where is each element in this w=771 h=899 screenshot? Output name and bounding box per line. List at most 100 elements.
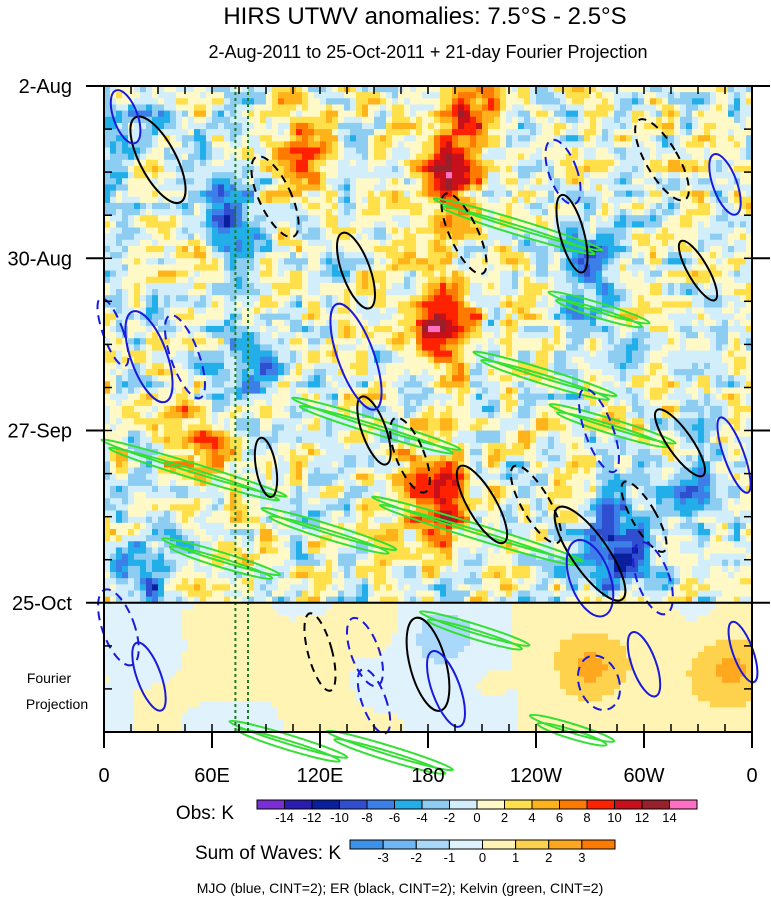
- x-tick-label: 60W: [623, 765, 664, 787]
- colorbar-swatch: [449, 799, 478, 810]
- colorbar-level-label: -3: [377, 850, 389, 865]
- mjo-contour: [109, 89, 142, 145]
- kelvin-contour: [291, 396, 462, 451]
- x-tick-label: 0: [746, 765, 757, 787]
- er-contour: [455, 464, 509, 545]
- colorbar-level-label: 0: [473, 810, 480, 825]
- y-tick-label: 25-Oct: [12, 593, 72, 615]
- mjo-contour: [124, 310, 174, 404]
- colorbar-level-label: 4: [528, 810, 535, 825]
- kelvin-contour: [547, 290, 651, 325]
- mjo-contour: [708, 153, 742, 216]
- wave-legend-note: MJO (blue, CINT=2); ER (black, CINT=2); …: [197, 880, 604, 896]
- colorbar-swatch: [339, 799, 368, 810]
- obs-colorbar-label: Obs: K: [176, 803, 234, 824]
- colorbar-level-label: -1: [444, 850, 456, 865]
- colorbar-swatch: [349, 839, 384, 850]
- mjo-contour: [578, 387, 620, 474]
- mjo-contour: [565, 538, 615, 618]
- fourier-projection-label-line1: Fourier: [27, 670, 72, 686]
- er-contour: [336, 231, 376, 310]
- mjo-contour: [544, 138, 582, 206]
- plot-area: [86, 85, 770, 775]
- colorbar-level-label: 3: [578, 850, 585, 865]
- kelvin-contour: [228, 719, 349, 759]
- colorbar-level-label: 8: [583, 810, 590, 825]
- mjo-contour: [329, 302, 383, 411]
- colorbar-swatch: [476, 799, 505, 810]
- x-tick-label: 120W: [510, 765, 562, 787]
- colorbar-level-label: 2: [545, 850, 552, 865]
- kelvin-contour: [298, 405, 454, 455]
- colorbar-swatch: [256, 799, 285, 810]
- mjo-contour: [164, 314, 206, 400]
- anomaly-shading: [104, 86, 753, 733]
- kelvin-contour: [555, 298, 643, 329]
- colorbar-level-label: 1: [512, 850, 519, 865]
- er-contour: [250, 155, 300, 239]
- mjo-contour: [345, 616, 385, 688]
- kelvin-contour: [168, 545, 274, 580]
- chart-subtitle: 2-Aug-2011 to 25-Oct-2011 + 21-day Fouri…: [208, 42, 647, 62]
- er-contour: [555, 193, 589, 274]
- mjo-contour: [576, 654, 622, 711]
- kelvin-contour: [472, 350, 618, 398]
- mjo-contour: [356, 667, 392, 735]
- colorbar-swatch: [669, 799, 698, 810]
- kelvin-contour: [419, 610, 531, 647]
- colorbar-swatch: [504, 799, 533, 810]
- er-contour: [620, 480, 668, 553]
- mjo-contour: [426, 650, 466, 728]
- colorbar-swatch: [531, 799, 560, 810]
- colorbar-swatch: [586, 799, 615, 810]
- er-contour: [129, 115, 187, 205]
- colorbar-swatch: [614, 799, 643, 810]
- mjo-contour: [626, 631, 662, 698]
- colorbar-swatch: [366, 799, 395, 810]
- chart-title: HIRS UTWV anomalies: 7.5°S - 2.5°S: [223, 3, 626, 30]
- colorbar-level-label: 0: [479, 850, 486, 865]
- y-tick-label: 27-Sep: [8, 421, 73, 443]
- colorbar-level-label: -4: [416, 810, 428, 825]
- kelvin-contour: [268, 515, 390, 555]
- x-tick-label: 0: [98, 765, 109, 787]
- kelvin-contour: [480, 358, 610, 401]
- er-contour: [253, 436, 279, 498]
- fourier-projection-label-line2: Projection: [26, 696, 88, 712]
- kelvin-contour: [333, 738, 447, 775]
- kelvin-contour: [432, 197, 604, 252]
- colorbar-swatch: [515, 839, 550, 850]
- kelvin-contour: [100, 438, 288, 498]
- mjo-contour: [131, 641, 167, 712]
- kelvin-contour: [108, 446, 280, 502]
- colorbar-level-label: -2: [411, 850, 423, 865]
- colorbar-level-label: 10: [607, 810, 621, 825]
- y-tick-label: 30-Aug: [8, 248, 73, 270]
- mjo-contour: [632, 541, 674, 616]
- colorbar-level-label: -6: [389, 810, 401, 825]
- kelvin-contour: [260, 506, 398, 552]
- colorbar-swatch: [421, 799, 450, 810]
- kelvin-contour: [161, 537, 281, 577]
- er-contour: [654, 408, 706, 478]
- mjo-contour: [716, 416, 752, 494]
- colorbar-level-label: -8: [361, 810, 373, 825]
- kelvin-contour: [536, 721, 608, 747]
- x-tick-label: 180: [411, 765, 444, 787]
- er-contour: [509, 464, 563, 545]
- er-contour: [356, 395, 392, 466]
- colorbar-swatch: [394, 799, 423, 810]
- colorbar-level-label: -14: [275, 810, 294, 825]
- colorbar-level-label: -12: [303, 810, 322, 825]
- x-tick-label: 120E: [297, 765, 344, 787]
- obs-colorbar: -14 -12 -10 -8 -6 -4 -2 0 2 4 6 8 10 12 14: [256, 799, 698, 825]
- kelvin-contour: [426, 618, 523, 651]
- colorbar-swatch: [559, 799, 588, 810]
- er-contour: [440, 192, 488, 276]
- colorbar-level-label: 14: [662, 810, 676, 825]
- colorbar-swatch: [311, 799, 340, 810]
- colorbar-level-label: -2: [444, 810, 456, 825]
- x-tick-labels: 0 60E 120E 180 120W 60W 0: [98, 765, 757, 787]
- colorbar-swatch: [581, 839, 616, 850]
